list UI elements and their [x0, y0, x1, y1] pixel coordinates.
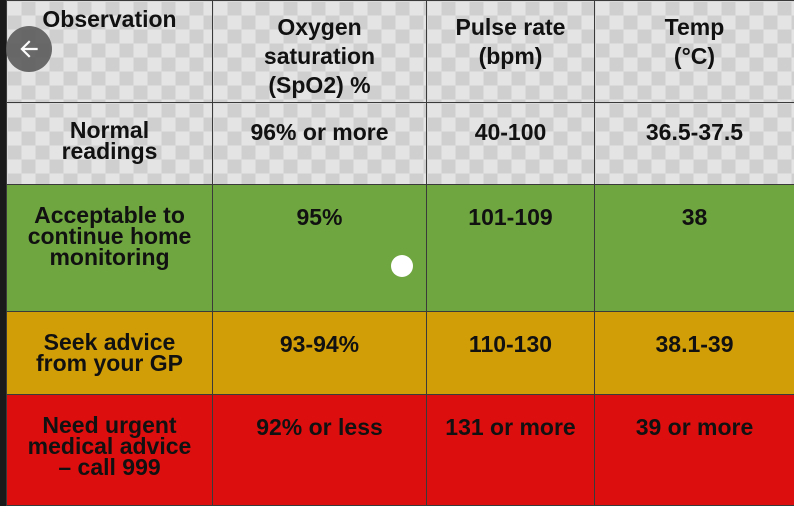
- row-label: Need urgent medical advice – call 999: [7, 395, 213, 506]
- oxygen-value: 95%: [213, 185, 427, 312]
- header-oxygen-saturation: Oxygen saturation (SpO2) %: [213, 1, 427, 103]
- row-label: Acceptable to continue home monitoring: [7, 185, 213, 312]
- back-button[interactable]: [6, 26, 52, 72]
- table-row-acceptable: Acceptable to continue home monitoring 9…: [7, 185, 794, 312]
- header-temp: Temp (°C): [595, 1, 794, 103]
- oxygen-value: 92% or less: [213, 395, 427, 506]
- temp-value: 39 or more: [595, 395, 794, 506]
- observation-table-container: Observation Oxygen saturation (SpO2) % P…: [6, 0, 794, 505]
- row-label: Seek advice from your GP: [7, 312, 213, 395]
- arrow-left-icon: [16, 36, 42, 62]
- temp-value: 36.5-37.5: [595, 103, 794, 185]
- header-row: Observation Oxygen saturation (SpO2) % P…: [7, 1, 794, 103]
- table-row-urgent: Need urgent medical advice – call 999 92…: [7, 395, 794, 506]
- oxygen-value: 93-94%: [213, 312, 427, 395]
- pulse-value: 131 or more: [427, 395, 595, 506]
- touch-indicator: [391, 255, 413, 277]
- pulse-value: 101-109: [427, 185, 595, 312]
- row-label: Normal readings: [7, 103, 213, 185]
- table-row-seek-advice: Seek advice from your GP 93-94% 110-130 …: [7, 312, 794, 395]
- observation-table: Observation Oxygen saturation (SpO2) % P…: [6, 0, 794, 506]
- pulse-value: 40-100: [427, 103, 595, 185]
- temp-value: 38.1-39: [595, 312, 794, 395]
- pulse-value: 110-130: [427, 312, 595, 395]
- oxygen-value: 96% or more: [213, 103, 427, 185]
- temp-value: 38: [595, 185, 794, 312]
- header-pulse-rate: Pulse rate (bpm): [427, 1, 595, 103]
- table-row-normal: Normal readings 96% or more 40-100 36.5-…: [7, 103, 794, 185]
